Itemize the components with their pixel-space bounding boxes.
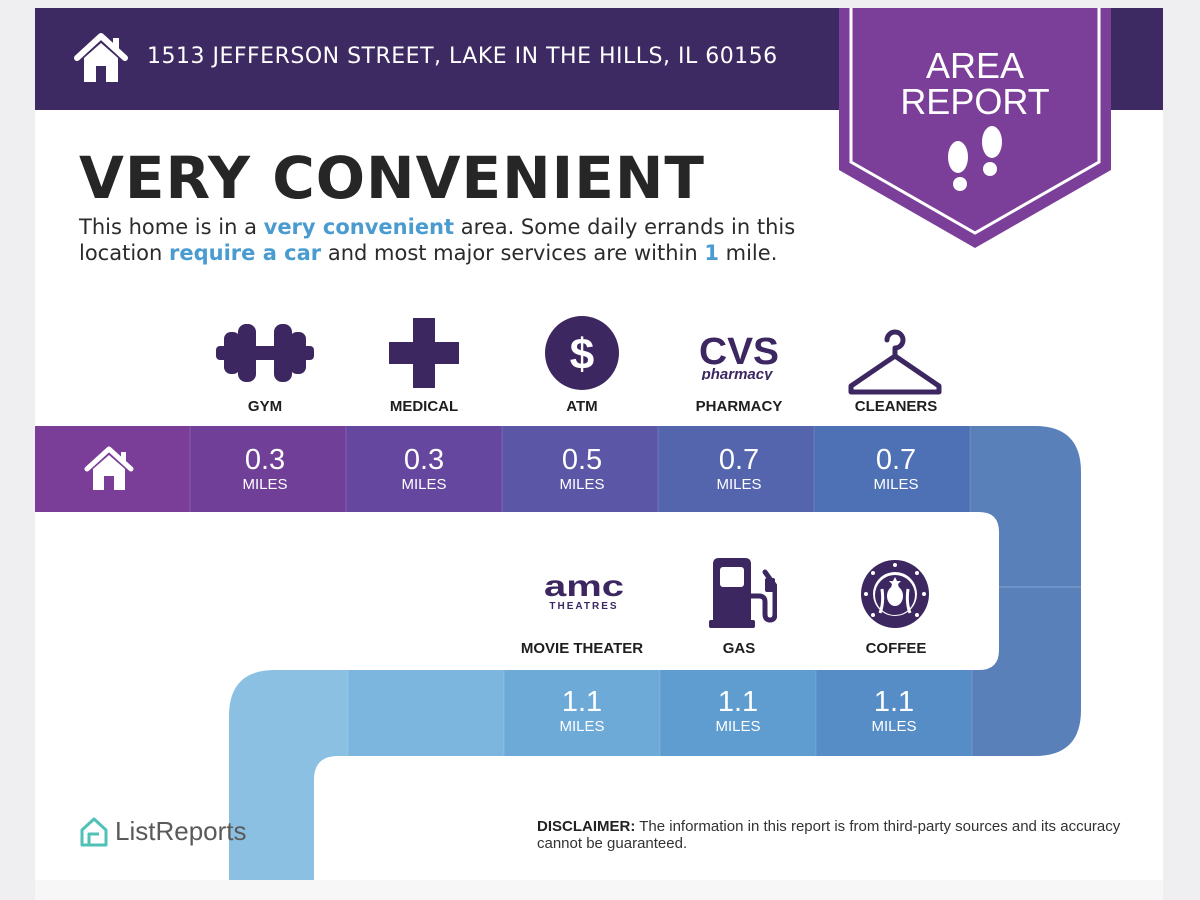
house-icon — [74, 33, 128, 82]
cleaners-distance: 0.7 MILES — [873, 444, 919, 493]
starbucks-logo — [861, 560, 929, 628]
pharmacy-label: PHARMACY — [695, 398, 783, 415]
gas-distance: 1.1 MILES — [715, 686, 761, 735]
badge-title-line1: AREA — [926, 45, 1024, 86]
pharmacy-distance: 0.7 MILES — [716, 444, 762, 493]
convenience-description: This home is in a very convenient area. … — [79, 215, 796, 265]
medical-label: MEDICAL — [389, 398, 459, 415]
svg-text:amc: amc — [544, 572, 624, 603]
coffee-distance: 1.1 MILES — [871, 686, 917, 735]
dumbbell-icon — [216, 324, 314, 382]
start-house-icon — [84, 446, 134, 490]
medical-distance: 0.3 MILES — [401, 444, 447, 493]
distance-path — [35, 426, 1081, 880]
disclaimer: DISCLAIMER: The information in this repo… — [537, 818, 1121, 852]
medical-cross-icon — [389, 318, 459, 388]
property-address: 1513 JEFFERSON STREET, LAKE IN THE HILLS… — [147, 44, 778, 69]
gas-label: GAS — [722, 640, 756, 657]
badge-title-line2: REPORT — [900, 81, 1049, 122]
gym-distance: 0.3 MILES — [242, 444, 288, 493]
svg-text:THEATRES: THEATRES — [549, 601, 618, 612]
amc-logo: amc THEATRES — [544, 572, 624, 612]
svg-text:CVS: CVS — [699, 331, 779, 373]
atm-label: ATM — [566, 398, 598, 415]
movie-theater-distance: 1.1 MILES — [559, 686, 605, 735]
movie-theater-label: MOVIE THEATER — [520, 640, 644, 657]
listreports-logo-icon — [80, 817, 108, 847]
convenience-headline: VERY CONVENIENT — [79, 144, 705, 212]
page-bottom-margin — [35, 880, 1163, 900]
svg-text:$: $ — [570, 330, 594, 379]
gas-pump-icon — [709, 558, 777, 628]
footprints-icon — [948, 126, 1002, 191]
dollar-icon: $ — [545, 316, 619, 390]
report-sheet: 1513 JEFFERSON STREET, LAKE IN THE HILLS… — [35, 8, 1163, 880]
cleaners-label: CLEANERS — [854, 398, 938, 415]
listreports-logo-text: ListReports — [115, 816, 247, 846]
coffee-label: COFFEE — [865, 640, 927, 657]
area-report-badge: AREA REPORT — [839, 8, 1111, 248]
gym-label: GYM — [247, 398, 283, 415]
hanger-icon — [848, 329, 942, 395]
svg-text:pharmacy: pharmacy — [701, 366, 774, 380]
cvs-logo: CVS pharmacy — [699, 331, 779, 380]
atm-distance: 0.5 MILES — [559, 444, 605, 493]
